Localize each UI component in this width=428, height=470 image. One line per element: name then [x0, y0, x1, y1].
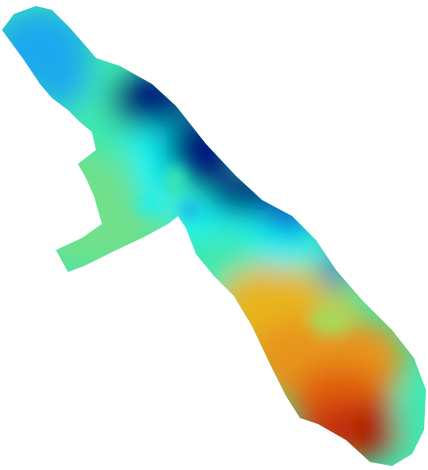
blob-dark-blue-1 [110, 72, 190, 128]
blob-blue-east [323, 250, 347, 290]
blob-dark-red [350, 405, 410, 455]
blob-blue-edge [265, 197, 315, 233]
blob-west-arm-green [30, 230, 150, 270]
color-blobs [2, 8, 424, 460]
blob-green-spot [165, 165, 185, 195]
blob-light-blue-spot [180, 202, 200, 218]
blob-cyan-spot [138, 197, 162, 213]
blob-yellow-green-spot [310, 306, 350, 334]
blob-east-green [396, 385, 424, 455]
detail-blobs [138, 165, 350, 334]
